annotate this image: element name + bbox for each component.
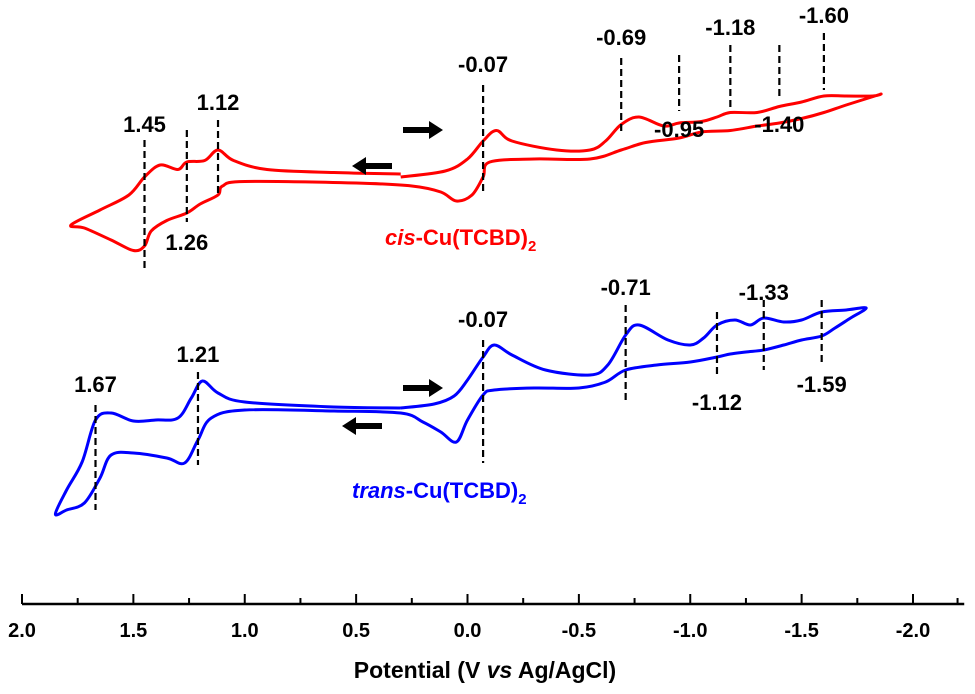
- scan-forward-arrow-icon: [403, 121, 443, 139]
- x-tick-label: -1.5: [784, 620, 818, 642]
- x-tick-label: -0.5: [562, 620, 596, 642]
- x-tick-label: 1.0: [231, 620, 259, 642]
- peak-label: -1.59: [797, 372, 847, 397]
- scan-arrows: [342, 121, 443, 435]
- scan-reverse-arrow-icon: [342, 417, 382, 435]
- peak-markers: 1.45 1.26 1.12 -0.07 -0.69 -0.95 -1.18 -1.40 -1.…: [74, 3, 849, 510]
- x-tick-label: 0.5: [342, 620, 370, 642]
- peak-label: -1.33: [739, 280, 789, 305]
- series-label-subscript: 2: [518, 491, 526, 508]
- scan-reverse-arrow-icon: [352, 157, 392, 175]
- peak-label: -0.69: [596, 25, 646, 50]
- x-axis-title: Potential (V vs Ag/AgCl): [354, 657, 616, 683]
- series-label-formula: -Cu(TCBD): [416, 225, 528, 250]
- x-tick-label: 0.0: [454, 620, 482, 642]
- x-axis-title-part: Potential (V: [354, 657, 487, 683]
- trans-cv-curve: [53, 306, 868, 517]
- cis-cv-curve: [69, 92, 883, 253]
- scan-forward-arrow-icon: [403, 379, 443, 397]
- peak-label: -0.07: [458, 52, 508, 77]
- x-axis-title-vs: vs: [487, 657, 513, 683]
- cis-series-label: cis-Cu(TCBD)2: [385, 225, 536, 255]
- x-axis: 2.0 1.5 1.0 0.5 0.0 -0.5 -1.0 -1.5 -2.0: [8, 594, 965, 642]
- peak-label: -0.71: [601, 275, 651, 300]
- series-label-formula: -Cu(TCBD): [406, 478, 518, 503]
- x-tick-label: 1.5: [119, 620, 147, 642]
- x-tick-label: -2.0: [896, 620, 930, 642]
- series-label-subscript: 2: [528, 238, 536, 255]
- peak-label: -0.07: [458, 307, 508, 332]
- cv-curves: [53, 92, 883, 517]
- peak-label: 1.21: [177, 342, 220, 367]
- series-label-italic: cis: [385, 225, 416, 250]
- peak-label: -0.95: [654, 117, 704, 142]
- x-axis-title-part: Ag/AgCl): [512, 657, 616, 683]
- peak-label: -1.60: [799, 3, 849, 28]
- peak-label: -1.40: [754, 112, 804, 137]
- x-tick-label: -1.0: [673, 620, 707, 642]
- peak-label: 1.45: [123, 112, 166, 137]
- peak-label: -1.18: [705, 15, 755, 40]
- peak-label: 1.26: [165, 230, 208, 255]
- peak-label: 1.67: [74, 372, 117, 397]
- x-tick-label: 2.0: [8, 620, 36, 642]
- peak-label: 1.12: [197, 90, 240, 115]
- series-label-italic: trans: [352, 478, 406, 503]
- trans-series-label: trans-Cu(TCBD)2: [352, 478, 527, 508]
- peak-label: -1.12: [692, 390, 742, 415]
